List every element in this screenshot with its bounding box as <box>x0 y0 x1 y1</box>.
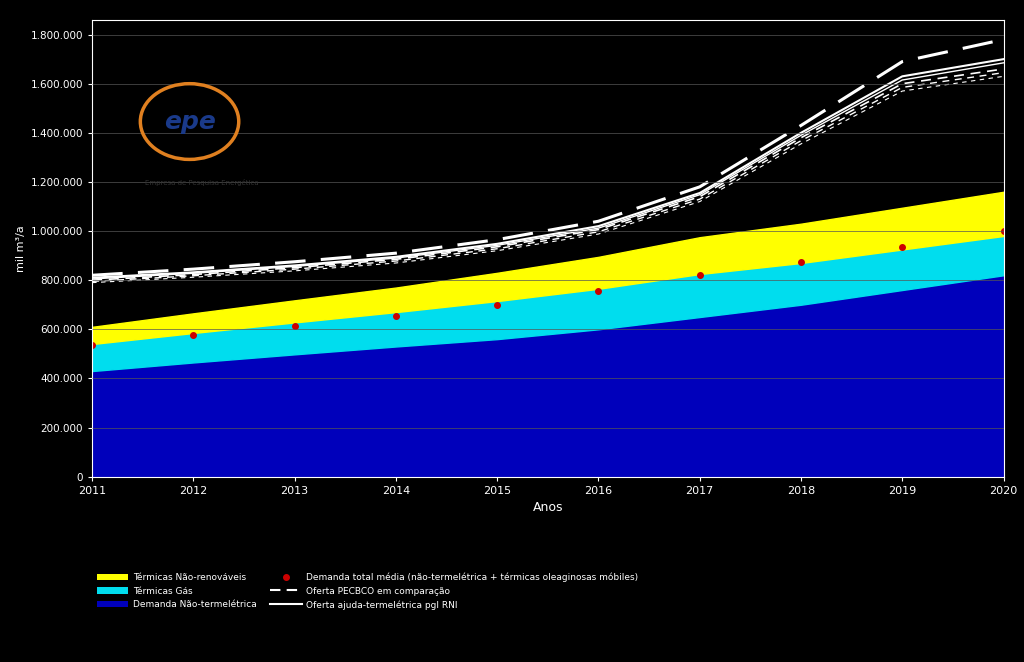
Legend: Térmicas Não-renováveis, Térmicas Gás, Demanda Não-termelétrica, Demanda total m: Térmicas Não-renováveis, Térmicas Gás, D… <box>96 573 638 610</box>
X-axis label: Anos: Anos <box>532 501 563 514</box>
Text: epe: epe <box>164 109 215 134</box>
Y-axis label: mil m³/a: mil m³/a <box>16 225 27 271</box>
Text: Empresa de Pesquisa Energética: Empresa de Pesquisa Energética <box>145 179 259 186</box>
